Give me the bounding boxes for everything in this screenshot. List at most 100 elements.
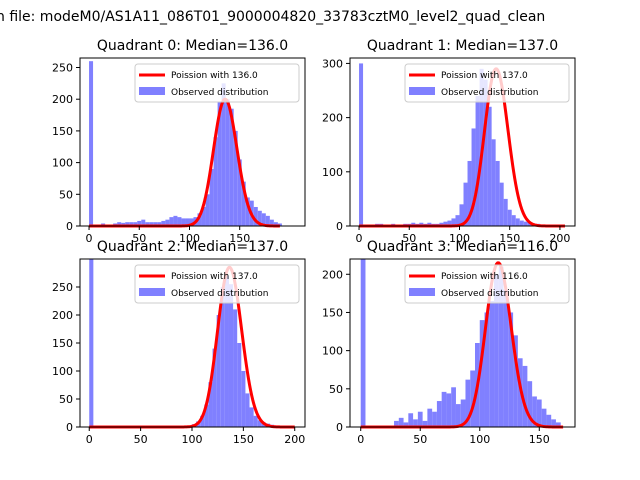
histogram-bar (519, 220, 524, 226)
histogram-bar (403, 422, 409, 427)
histogram-bar (436, 401, 442, 427)
y-tick-label: 150 (52, 125, 73, 138)
histogram-bar (498, 266, 504, 427)
legend-label-observed: Observed distribution (441, 88, 538, 98)
axes-frame (349, 57, 576, 227)
histogram-bar (546, 414, 552, 427)
histogram-bar (129, 222, 134, 226)
y-tick-label: 150 (322, 306, 343, 319)
legend-box (404, 63, 570, 103)
x-tick-label: 150 (529, 433, 550, 446)
histogram-bar (455, 404, 461, 427)
histogram-bar (249, 407, 254, 427)
histogram-bar (169, 217, 174, 226)
histogram-bar (465, 379, 471, 427)
histogram-bar (225, 99, 230, 226)
histogram-bar (419, 222, 424, 226)
histogram-bar (89, 61, 94, 226)
histogram-bar (153, 222, 158, 226)
histogram-bar (487, 106, 492, 226)
histogram-bar (257, 210, 262, 226)
y-tick-label: 300 (322, 57, 343, 70)
histogram-bar (503, 289, 509, 427)
histogram-bar (89, 259, 94, 427)
histogram-bar (245, 393, 250, 427)
histogram-bar (359, 63, 364, 226)
histogram-bar (494, 274, 499, 427)
histogram-bar (200, 415, 205, 427)
histogram-bar (532, 396, 537, 427)
histogram-bar (394, 420, 399, 427)
histogram-bar (439, 222, 444, 226)
legend-label-fit: Poission with 136.0 (171, 71, 258, 81)
histogram-bar (484, 312, 490, 427)
histogram-bar (125, 222, 130, 226)
x-tick-label: 100 (449, 232, 470, 245)
legend-bar-swatch (139, 288, 165, 296)
y-tick-label: 0 (66, 220, 73, 233)
histogram-bar (269, 219, 274, 226)
x-tick-label: 50 (132, 232, 146, 245)
histogram-bar (213, 137, 218, 226)
y-tick-label: 200 (322, 268, 343, 281)
histogram-bar (417, 411, 423, 427)
legend-bar-swatch (409, 288, 435, 296)
histogram-bar (224, 275, 229, 427)
histogram-bar (181, 218, 186, 226)
histogram-bar (229, 108, 234, 226)
histogram-bar (201, 206, 206, 226)
histogram-bar (508, 312, 514, 427)
histogram-bar (117, 222, 122, 226)
legend-box (134, 63, 300, 103)
histogram-bar (459, 204, 464, 226)
histogram-bar (121, 222, 126, 226)
histogram-bar (185, 218, 190, 226)
histogram-bar (495, 160, 500, 226)
histogram-bar (233, 130, 238, 226)
histogram-bar (489, 301, 495, 427)
legend-box (404, 264, 570, 304)
histogram-bar (189, 218, 194, 226)
subplot-grid: 0 50 100 150 0 50 100 150 200 250 Quadrant 0: Medi… (52, 38, 576, 446)
y-tick-label: 50 (59, 188, 73, 201)
histogram-bar (467, 160, 472, 226)
histogram-bar (398, 417, 404, 427)
subplot-title: Quadrant 3: Median=116.0 (367, 239, 558, 255)
histogram-bar (408, 413, 414, 427)
histogram-bar (413, 419, 418, 427)
histogram-bar (257, 420, 262, 427)
subplot-0: 0 50 100 150 0 50 100 150 200 250 Quadrant 0: Medi… (52, 38, 306, 245)
x-tick-label: 150 (229, 232, 250, 245)
histogram-bar (470, 370, 475, 427)
histogram-bar (228, 284, 234, 427)
y-tick-label: 200 (52, 93, 73, 106)
x-tick-label: 0 (86, 232, 93, 245)
histogram-bar (208, 382, 213, 427)
x-tick-label: 50 (134, 433, 148, 446)
y-tick-label: 150 (52, 337, 73, 350)
histogram-bar (173, 215, 178, 226)
histogram-bar (422, 420, 428, 427)
legend-bar-swatch (139, 87, 165, 95)
histogram-bar (555, 422, 561, 427)
histogram-bar (527, 381, 533, 427)
histogram-bar (541, 408, 547, 427)
y-tick-label: 0 (336, 421, 343, 434)
x-tick-label: 0 (86, 433, 93, 446)
histogram-bar (451, 218, 456, 226)
histogram-bar (411, 222, 416, 226)
histogram-bar (360, 259, 366, 427)
histogram-bar (245, 197, 250, 226)
histogram-bar (157, 222, 162, 226)
histogram-bar (475, 95, 480, 226)
histogram-bar (273, 222, 278, 226)
histogram-bar (447, 220, 452, 226)
y-tick-label: 200 (52, 309, 73, 322)
y-tick-label: 0 (336, 220, 343, 233)
histogram-bar (460, 399, 466, 427)
histogram-bar (220, 287, 225, 427)
histogram-bar (499, 182, 504, 226)
x-tick-label: 50 (413, 433, 427, 446)
histogram-bar (427, 222, 432, 226)
